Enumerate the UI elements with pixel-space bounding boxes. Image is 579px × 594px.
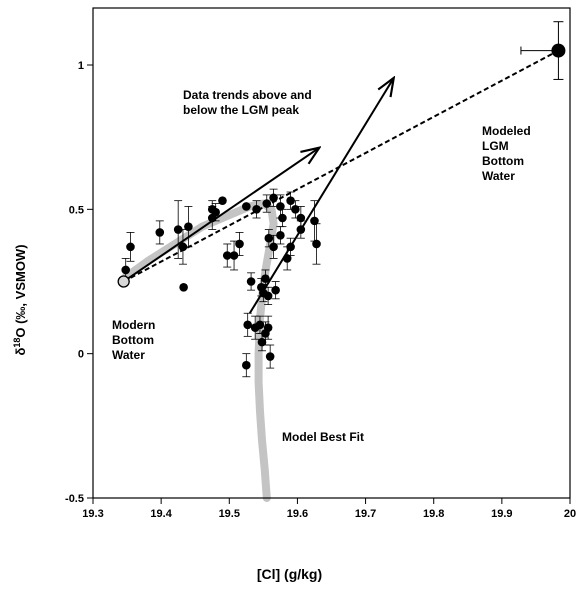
plot-frame	[92, 7, 571, 499]
x-tick-label: 19.4	[150, 508, 172, 520]
x-tick-label: 19.5	[219, 508, 240, 520]
data-point	[310, 216, 319, 226]
data-point	[296, 213, 306, 223]
data-point	[291, 205, 300, 214]
trend-arrow-upper	[123, 149, 318, 283]
x-tick-label: 19.3	[82, 508, 103, 520]
x-tick-label: 19.6	[287, 508, 308, 520]
data-point	[257, 337, 267, 347]
data-point	[252, 205, 261, 214]
trend-arrow-lower	[248, 79, 393, 314]
data-point	[222, 251, 232, 260]
annotation-model-best-fit: Model Best Fit	[282, 430, 365, 444]
modeled-lgm-point	[551, 43, 566, 58]
model-best-fit-curve	[119, 199, 278, 502]
x-tick-label: 19.8	[423, 508, 444, 520]
x-tick-label: 20	[564, 508, 576, 520]
data-point	[286, 242, 295, 252]
x-axis-label: [Cl] (g/kg)	[256, 566, 323, 582]
modern-bottom-water-point	[117, 275, 130, 288]
data-point	[207, 213, 217, 223]
x-tick-label: 19.9	[491, 508, 512, 520]
data-point	[218, 196, 227, 205]
data-point	[259, 288, 268, 298]
y-tick-label: 1	[78, 60, 84, 72]
model-best-fit-path	[119, 199, 278, 502]
data-point	[271, 285, 280, 295]
y-tick-label: 0.5	[69, 204, 84, 216]
data-point	[178, 242, 188, 252]
data-point	[265, 352, 275, 361]
mixing-line-dashed	[123, 49, 559, 283]
data-point	[282, 254, 292, 263]
data-point	[286, 196, 295, 205]
data-point	[276, 202, 285, 211]
data-point	[229, 251, 239, 260]
data-point	[126, 242, 135, 252]
y-axis-label: δ18O (‰, VSMOW)	[11, 244, 29, 356]
data-point	[173, 225, 183, 234]
data-point	[155, 228, 165, 237]
data-point	[263, 323, 273, 332]
data-point	[255, 320, 265, 330]
data-point	[243, 320, 252, 330]
data-point	[179, 282, 188, 292]
data-point	[242, 202, 251, 211]
data-point	[312, 239, 321, 249]
data-point	[262, 199, 272, 208]
y-tick-label: -0.5	[65, 493, 84, 505]
data-point	[269, 193, 278, 203]
data-point	[246, 277, 256, 286]
annotation-modeled-lgm: Modeled LGM Bottom Water	[482, 124, 531, 183]
data-point	[235, 239, 244, 249]
annotation-modern-bottom-water: Modern Bottom Water	[112, 318, 156, 362]
x-tick-label: 19.7	[355, 508, 376, 520]
data-point	[184, 222, 193, 231]
data-point	[296, 225, 306, 234]
data-point	[278, 213, 287, 223]
data-point	[242, 360, 251, 370]
data-point	[276, 231, 285, 240]
annotation-data-trends: Data trends above and below the LGM peak	[183, 88, 312, 117]
data-point	[261, 274, 270, 283]
data-point	[264, 233, 274, 243]
y-tick-label: 0	[78, 349, 84, 361]
data-point	[269, 242, 278, 252]
data-point	[121, 265, 131, 275]
